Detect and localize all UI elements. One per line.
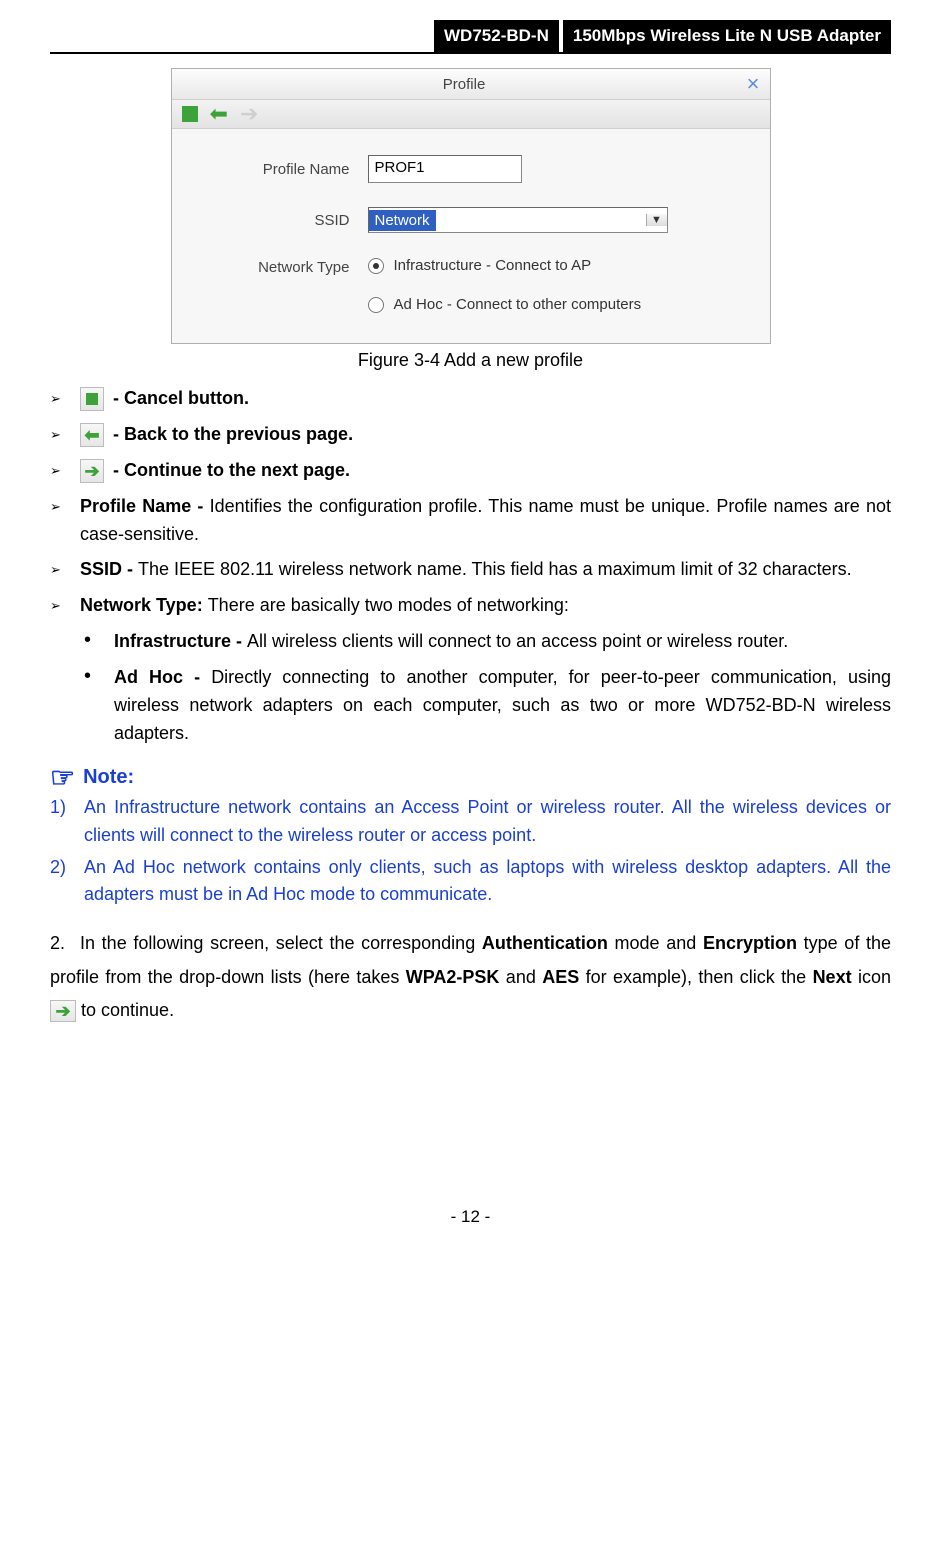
step2-t4: and [499, 967, 542, 987]
screenshot-figure: Profile × ⬅ ➔ Profile Name PROF1 SSID Ne… [171, 68, 771, 344]
back-icon[interactable]: ⬅ [210, 106, 228, 122]
cancel-button-icon [80, 387, 104, 411]
note-2: An Ad Hoc network contains only clients,… [84, 854, 891, 910]
label-ssid: SSID [200, 212, 350, 229]
window-titlebar: Profile × [172, 69, 770, 100]
combo-ssid[interactable]: Network ▼ [368, 207, 668, 233]
sub-infra-text: All wireless clients will connect to an … [247, 631, 788, 651]
sub-adhoc-label: Ad Hoc - [114, 667, 211, 687]
ssid-value: Network [369, 210, 436, 231]
bullet-back: - Back to the previous page. [113, 424, 353, 444]
chevron-down-icon[interactable]: ▼ [646, 214, 667, 226]
step2-aes: AES [542, 967, 579, 987]
bullet-cancel: - Cancel button. [113, 388, 249, 408]
radio-infrastructure[interactable]: Infrastructure - Connect to AP [368, 257, 742, 274]
bullet-ssid-text: The IEEE 802.11 wireless network name. T… [138, 559, 852, 579]
bullet-ntype-text: There are basically two modes of network… [208, 595, 569, 615]
step2-t7: to continue. [76, 1000, 174, 1020]
back-button-icon: ⬅ [80, 423, 104, 447]
radio-on-icon [368, 258, 384, 274]
bullet-ntype-label: Network Type: [80, 595, 208, 615]
note-title: Note: [83, 766, 134, 789]
step-2: 2.In the following screen, select the co… [50, 927, 891, 1027]
page-header: WD752-BD-N 150Mbps Wireless Lite N USB A… [50, 20, 891, 54]
close-icon[interactable]: × [747, 75, 760, 93]
profile-window: Profile × ⬅ ➔ Profile Name PROF1 SSID Ne… [171, 68, 771, 344]
step2-t5: for example), then click the [579, 967, 812, 987]
sub-infra-label: Infrastructure - [114, 631, 247, 651]
radio-off-icon [368, 297, 384, 313]
forward-icon: ➔ [240, 106, 258, 122]
radio-infra-label: Infrastructure - Connect to AP [394, 257, 592, 274]
step2-t2: mode and [608, 933, 703, 953]
bullet-list: ➢ - Cancel button. ➢ ⬅ - Back to the pre… [50, 385, 891, 748]
figure-caption: Figure 3-4 Add a new profile [50, 350, 891, 371]
step2-wpa: WPA2-PSK [406, 967, 500, 987]
bullet-pname-label: Profile Name - [80, 496, 210, 516]
radio-adhoc-label: Ad Hoc - Connect to other computers [394, 296, 642, 313]
step2-enc: Encryption [703, 933, 797, 953]
step2-t6: icon [852, 967, 891, 987]
cancel-icon[interactable] [182, 106, 198, 122]
next-arrow-icon: ➔ [50, 1000, 76, 1022]
radio-adhoc[interactable]: Ad Hoc - Connect to other computers [368, 296, 742, 313]
note-body: 1)An Infrastructure network contains an … [50, 794, 891, 910]
note-heading: ☞ Note: [50, 766, 891, 790]
bullet-next: - Continue to the next page. [113, 460, 350, 480]
next-button-icon: ➔ [80, 459, 104, 483]
sub-adhoc-text: Directly connecting to another computer,… [114, 667, 891, 743]
header-desc: 150Mbps Wireless Lite N USB Adapter [563, 20, 891, 52]
step-2-number: 2. [50, 927, 80, 960]
hand-point-icon: ☞ [50, 766, 75, 790]
step2-t1: In the following screen, select the corr… [80, 933, 482, 953]
step2-next: Next [813, 967, 852, 987]
input-profile-name[interactable]: PROF1 [368, 155, 522, 183]
note-1: An Infrastructure network contains an Ac… [84, 794, 891, 850]
bullet-ssid-label: SSID - [80, 559, 138, 579]
header-model: WD752-BD-N [434, 20, 559, 52]
page-footer: - 12 - [50, 1207, 891, 1227]
window-title: Profile [182, 76, 747, 93]
step2-auth: Authentication [482, 933, 608, 953]
label-profile-name: Profile Name [200, 161, 350, 178]
window-toolbar: ⬅ ➔ [172, 100, 770, 129]
label-network-type: Network Type [200, 257, 350, 276]
